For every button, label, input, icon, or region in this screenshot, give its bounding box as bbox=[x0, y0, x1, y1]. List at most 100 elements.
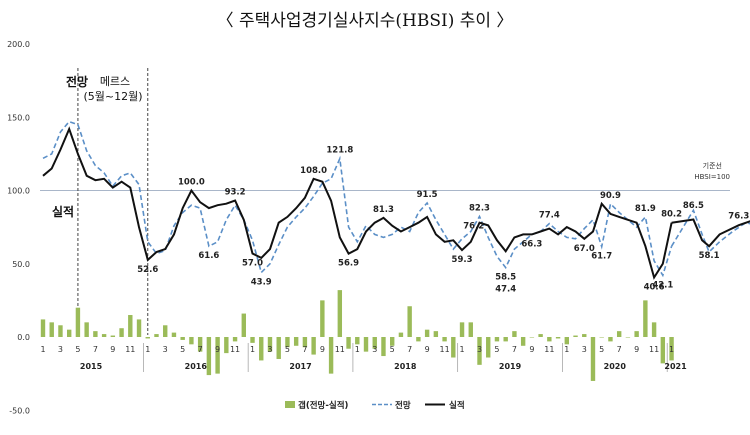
data-label: 57.0 bbox=[242, 258, 263, 268]
data-label: 42.1 bbox=[652, 280, 673, 290]
x-axis: 1 3 5 7 9 11 1 3 5 7 9 11 1 3 5 7 9 11 1 3 5 7 9 11 1 3 5 7 9 11 1 3 5 7 9… bbox=[40, 343, 687, 372]
data-label: 100.0 bbox=[178, 178, 205, 188]
gap-bar bbox=[189, 337, 194, 345]
data-label: 91.5 bbox=[417, 190, 438, 200]
gap-bar bbox=[66, 329, 72, 337]
x-tick-label: 7 bbox=[93, 345, 98, 354]
data-label: 43.9 bbox=[251, 278, 272, 288]
gap-bar bbox=[224, 337, 229, 354]
gap-bar bbox=[128, 315, 133, 337]
y-tick-label: 100.0 bbox=[7, 187, 30, 196]
data-label: 56.9 bbox=[338, 259, 359, 269]
data-labels: 52.6 100.0 61.6 93.2 57.0 43.9 108.0 121.8 56.9 8… bbox=[137, 146, 749, 295]
gap-bar bbox=[634, 331, 639, 337]
gap-bar bbox=[145, 337, 150, 339]
gap-bar bbox=[302, 337, 308, 348]
gap-bar bbox=[276, 337, 281, 359]
y-tick-label: 200.0 bbox=[7, 40, 30, 49]
gap-bar bbox=[486, 337, 491, 358]
x-tick-label: 1 bbox=[459, 345, 464, 354]
gap-bar bbox=[651, 322, 657, 337]
gap-bar bbox=[101, 334, 107, 337]
year-label: 2017 bbox=[289, 362, 311, 371]
gap-bar bbox=[337, 290, 343, 337]
year-label: 2015 bbox=[80, 362, 103, 371]
gap-bar bbox=[538, 334, 543, 337]
gap-bar bbox=[442, 337, 447, 342]
gap-bar bbox=[590, 337, 596, 381]
data-label: 82.3 bbox=[469, 203, 490, 213]
gap-bar bbox=[197, 337, 203, 352]
x-tick-label: 1 bbox=[145, 345, 150, 354]
gap-bar bbox=[494, 337, 500, 342]
data-label: 86.5 bbox=[683, 201, 704, 211]
year-label: 2016 bbox=[185, 362, 208, 371]
year-label: 2020 bbox=[604, 362, 627, 371]
gap-bar bbox=[75, 307, 81, 337]
data-label: 108.0 bbox=[300, 166, 327, 176]
x-tick-label: 3 bbox=[477, 345, 482, 354]
x-tick-label: 11 bbox=[230, 345, 240, 354]
x-tick-label: 3 bbox=[582, 345, 587, 354]
x-tick-label: 1 bbox=[564, 345, 569, 354]
gap-bar bbox=[215, 337, 220, 374]
x-tick-label: 5 bbox=[494, 345, 499, 354]
data-label: 67.0 bbox=[574, 244, 595, 254]
gap-bar bbox=[328, 337, 334, 374]
actual-line-tail bbox=[671, 218, 750, 248]
gap-bar bbox=[643, 300, 648, 337]
gap-bar bbox=[459, 322, 465, 337]
x-tick-label: 7 bbox=[617, 345, 622, 354]
chart-title: 〈 주택사업경기실사지수(HBSI) 추이 〉 bbox=[217, 11, 514, 31]
data-label: 81.9 bbox=[635, 204, 656, 214]
gap-bar bbox=[372, 337, 377, 349]
mers-label: 메르스 bbox=[100, 75, 130, 88]
x-tick-label: 5 bbox=[75, 345, 80, 354]
y-tick-label: 50.0 bbox=[12, 260, 30, 269]
legend-gap-swatch bbox=[285, 401, 295, 408]
gap-bar bbox=[512, 331, 517, 337]
gap-bar bbox=[267, 337, 273, 352]
reference-value-label: HBSI=100 bbox=[694, 173, 730, 181]
x-tick-label: 7 bbox=[198, 345, 203, 354]
gap-bar bbox=[320, 300, 325, 337]
x-tick-label: 11 bbox=[125, 345, 135, 354]
gap-bar bbox=[180, 337, 185, 340]
x-tick-label: 5 bbox=[599, 345, 604, 354]
gap-bar bbox=[398, 332, 404, 337]
gap-bar bbox=[232, 337, 238, 342]
data-label: 81.3 bbox=[373, 205, 394, 215]
y-tick-label: -50.0 bbox=[9, 406, 30, 415]
gap-bar bbox=[547, 337, 552, 342]
data-label: 90.9 bbox=[600, 191, 621, 201]
gap-bar bbox=[503, 337, 508, 342]
x-tick-label: 5 bbox=[390, 345, 395, 354]
gap-bar bbox=[293, 337, 299, 346]
gap-bar bbox=[407, 306, 412, 337]
x-tick-label: 9 bbox=[634, 345, 639, 354]
x-tick-label: 5 bbox=[285, 345, 290, 354]
gap-bar bbox=[206, 337, 212, 376]
year-label: 2019 bbox=[499, 362, 522, 371]
gap-bar bbox=[250, 337, 255, 343]
gap-bar bbox=[582, 334, 587, 337]
gap-bars bbox=[40, 290, 674, 381]
gap-bar bbox=[84, 322, 89, 337]
gap-bar bbox=[599, 337, 604, 338]
gap-bar bbox=[93, 331, 98, 337]
gap-bar bbox=[468, 322, 473, 337]
x-tick-label: 1 bbox=[250, 345, 255, 354]
x-tick-label: 3 bbox=[372, 345, 377, 354]
y-tick-label: 0.0 bbox=[17, 333, 30, 342]
data-label: 76.3 bbox=[728, 211, 749, 221]
gap-bar bbox=[355, 337, 360, 345]
gap-bar bbox=[58, 325, 63, 337]
x-tick-label: 7 bbox=[512, 345, 517, 354]
gap-bar bbox=[477, 337, 482, 365]
legend-forecast-label: 전망 bbox=[395, 400, 411, 411]
legend-actual-label: 실적 bbox=[449, 400, 465, 411]
data-label: 59.3 bbox=[452, 255, 473, 265]
gap-bar bbox=[163, 325, 168, 337]
data-label: 47.4 bbox=[495, 285, 516, 295]
